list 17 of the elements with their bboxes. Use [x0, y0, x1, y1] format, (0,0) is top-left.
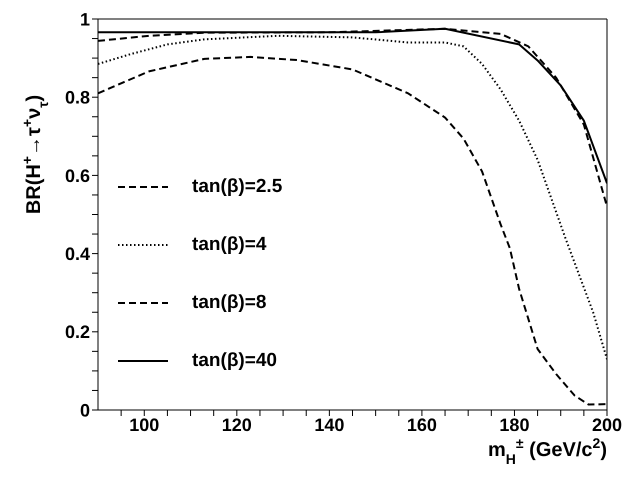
y-tick-label: 0 [80, 400, 90, 420]
x-axis-title: m$_{H}$$^{±}$ (GeV/c$^{2}$) [488, 435, 607, 467]
x-tick-label: 100 [129, 414, 160, 435]
y-tick-label: 0.6 [64, 166, 90, 186]
legend-label: tan(β)=40 [192, 350, 277, 372]
x-tick-label: 160 [406, 414, 437, 435]
y-tick-label: 1 [80, 9, 90, 30]
x-tick-label: 180 [499, 414, 530, 435]
x-tick-label: 120 [222, 414, 252, 435]
x-tick-label: 140 [314, 414, 344, 435]
y-tick-label: 0.2 [64, 322, 90, 342]
legend-label: tan(β)=2.5 [192, 176, 282, 198]
y-tick-label: 0.4 [64, 244, 90, 264]
legend-label: tan(β)=4 [192, 234, 266, 256]
x-tick-label: 200 [592, 414, 622, 435]
legend-label: tan(β)=8 [192, 292, 266, 314]
y-tick-label: 0.8 [64, 88, 90, 108]
